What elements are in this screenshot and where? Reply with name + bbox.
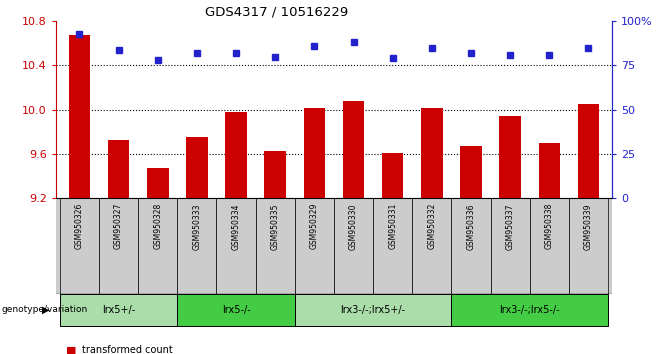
Bar xyxy=(303,108,325,198)
Text: GSM950334: GSM950334 xyxy=(232,203,241,250)
Text: GSM950327: GSM950327 xyxy=(114,203,123,250)
Bar xyxy=(108,139,130,198)
Bar xyxy=(265,151,286,198)
Bar xyxy=(530,198,569,294)
Bar xyxy=(177,198,216,294)
Bar xyxy=(451,294,608,326)
Text: GSM950337: GSM950337 xyxy=(505,203,515,250)
Text: GSM950329: GSM950329 xyxy=(310,203,319,250)
Text: GSM950332: GSM950332 xyxy=(427,203,436,250)
Bar xyxy=(569,198,608,294)
Text: GSM950333: GSM950333 xyxy=(192,203,201,250)
Bar xyxy=(499,116,521,198)
Bar xyxy=(295,294,451,326)
Bar xyxy=(60,294,177,326)
Bar xyxy=(225,112,247,198)
Text: lrx5-/-: lrx5-/- xyxy=(222,305,251,315)
Bar xyxy=(255,198,295,294)
Bar xyxy=(491,198,530,294)
Text: lrx3-/-;lrx5-/-: lrx3-/-;lrx5-/- xyxy=(499,305,560,315)
Text: ■: ■ xyxy=(66,346,76,354)
Bar xyxy=(413,198,451,294)
Text: GSM950335: GSM950335 xyxy=(270,203,280,250)
Text: GDS4317 / 10516229: GDS4317 / 10516229 xyxy=(205,5,348,18)
Bar xyxy=(177,294,295,326)
Bar xyxy=(68,35,90,198)
Bar xyxy=(138,198,177,294)
Text: GSM950336: GSM950336 xyxy=(467,203,476,250)
Text: lrx3-/-;lrx5+/-: lrx3-/-;lrx5+/- xyxy=(341,305,405,315)
Bar xyxy=(460,146,482,198)
Bar xyxy=(578,104,599,198)
Bar xyxy=(421,108,443,198)
Bar xyxy=(186,137,208,198)
Bar xyxy=(382,153,403,198)
Bar xyxy=(373,198,413,294)
Bar xyxy=(451,198,491,294)
Text: GSM950331: GSM950331 xyxy=(388,203,397,250)
Bar xyxy=(99,198,138,294)
Text: genotype/variation: genotype/variation xyxy=(2,305,88,314)
Bar xyxy=(60,198,99,294)
Bar xyxy=(334,198,373,294)
Text: GSM950330: GSM950330 xyxy=(349,203,358,250)
Text: transformed count: transformed count xyxy=(82,346,173,354)
Bar xyxy=(295,198,334,294)
Text: GSM950328: GSM950328 xyxy=(153,203,163,249)
Bar xyxy=(216,198,255,294)
Text: GSM950339: GSM950339 xyxy=(584,203,593,250)
Text: GSM950338: GSM950338 xyxy=(545,203,554,250)
Bar xyxy=(343,101,365,198)
Text: ▶: ▶ xyxy=(42,305,50,315)
Text: GSM950326: GSM950326 xyxy=(75,203,84,250)
Bar xyxy=(147,169,168,198)
Bar xyxy=(538,143,560,198)
Text: lrx5+/-: lrx5+/- xyxy=(102,305,135,315)
